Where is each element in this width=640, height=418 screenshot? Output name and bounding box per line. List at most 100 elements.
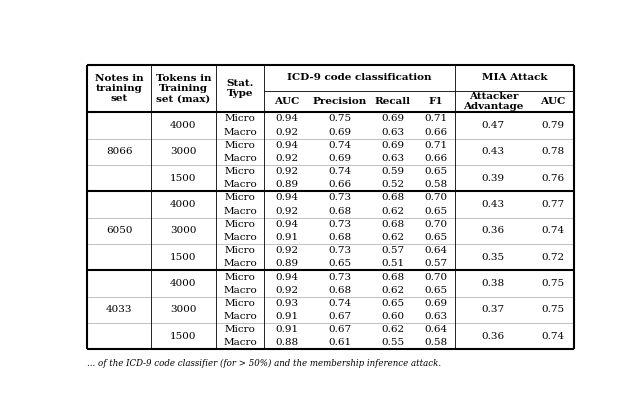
Text: Micro: Micro <box>225 299 255 308</box>
Text: 0.79: 0.79 <box>541 121 564 130</box>
Text: 0.69: 0.69 <box>328 127 351 137</box>
Text: 0.71: 0.71 <box>424 141 447 150</box>
Text: 0.51: 0.51 <box>381 259 404 268</box>
Text: 0.60: 0.60 <box>381 312 404 321</box>
Text: 0.65: 0.65 <box>424 206 447 216</box>
Text: 0.91: 0.91 <box>275 312 298 321</box>
Text: 0.74: 0.74 <box>328 141 351 150</box>
Text: 0.65: 0.65 <box>328 259 351 268</box>
Text: 0.55: 0.55 <box>381 339 404 347</box>
Text: 0.74: 0.74 <box>541 227 564 235</box>
Text: Micro: Micro <box>225 141 255 150</box>
Text: 0.52: 0.52 <box>381 180 404 189</box>
Text: 0.70: 0.70 <box>424 273 447 281</box>
Text: 0.75: 0.75 <box>541 306 564 314</box>
Text: 0.62: 0.62 <box>381 233 404 242</box>
Text: Tokens in
Training
set (max): Tokens in Training set (max) <box>156 74 211 103</box>
Text: Macro: Macro <box>223 285 257 295</box>
Text: 0.65: 0.65 <box>381 299 404 308</box>
Text: 0.62: 0.62 <box>381 325 404 334</box>
Text: 0.78: 0.78 <box>541 147 564 156</box>
Text: 0.65: 0.65 <box>424 285 447 295</box>
Text: 0.67: 0.67 <box>328 325 351 334</box>
Text: 0.92: 0.92 <box>275 285 298 295</box>
Text: 0.57: 0.57 <box>381 246 404 255</box>
Text: 0.62: 0.62 <box>381 285 404 295</box>
Text: ... of the ICD-9 code classifier (for > 50%) and the membership inference attack: ... of the ICD-9 code classifier (for > … <box>88 359 442 368</box>
Text: 0.74: 0.74 <box>541 332 564 341</box>
Text: Micro: Micro <box>225 246 255 255</box>
Text: 0.73: 0.73 <box>328 220 351 229</box>
Text: Recall: Recall <box>375 97 411 106</box>
Text: Macro: Macro <box>223 312 257 321</box>
Text: 0.73: 0.73 <box>328 273 351 281</box>
Text: 0.74: 0.74 <box>328 299 351 308</box>
Text: 0.68: 0.68 <box>381 194 404 202</box>
Text: 0.94: 0.94 <box>275 220 298 229</box>
Text: 0.65: 0.65 <box>424 167 447 176</box>
Text: 4000: 4000 <box>170 279 196 288</box>
Text: 0.73: 0.73 <box>328 194 351 202</box>
Text: 0.69: 0.69 <box>381 141 404 150</box>
Text: 0.68: 0.68 <box>328 233 351 242</box>
Text: 0.94: 0.94 <box>275 115 298 123</box>
Text: 0.63: 0.63 <box>424 312 447 321</box>
Text: 6050: 6050 <box>106 227 132 235</box>
Text: Attacker
Advantage: Attacker Advantage <box>463 92 524 112</box>
Text: 0.64: 0.64 <box>424 246 447 255</box>
Text: Stat.
Type: Stat. Type <box>227 79 254 98</box>
Text: 0.66: 0.66 <box>328 180 351 189</box>
Text: 0.74: 0.74 <box>328 167 351 176</box>
Text: 0.69: 0.69 <box>381 115 404 123</box>
Text: Macro: Macro <box>223 206 257 216</box>
Text: 0.68: 0.68 <box>381 220 404 229</box>
Text: 0.38: 0.38 <box>482 279 505 288</box>
Text: 0.94: 0.94 <box>275 141 298 150</box>
Text: 0.94: 0.94 <box>275 273 298 281</box>
Text: 0.69: 0.69 <box>424 299 447 308</box>
Text: MIA Attack: MIA Attack <box>482 74 547 82</box>
Text: 0.92: 0.92 <box>275 154 298 163</box>
Text: 0.37: 0.37 <box>482 306 505 314</box>
Text: 0.92: 0.92 <box>275 167 298 176</box>
Text: 0.63: 0.63 <box>381 154 404 163</box>
Text: 0.43: 0.43 <box>482 200 505 209</box>
Text: 4000: 4000 <box>170 121 196 130</box>
Text: 3000: 3000 <box>170 306 196 314</box>
Text: 0.76: 0.76 <box>541 173 564 183</box>
Text: Macro: Macro <box>223 233 257 242</box>
Text: AUC: AUC <box>540 97 565 106</box>
Text: 0.36: 0.36 <box>482 332 505 341</box>
Text: 0.57: 0.57 <box>424 259 447 268</box>
Text: 0.69: 0.69 <box>328 154 351 163</box>
Text: 0.94: 0.94 <box>275 194 298 202</box>
Text: 0.77: 0.77 <box>541 200 564 209</box>
Text: 0.72: 0.72 <box>541 253 564 262</box>
Text: 0.91: 0.91 <box>275 325 298 334</box>
Text: 0.59: 0.59 <box>381 167 404 176</box>
Text: 0.64: 0.64 <box>424 325 447 334</box>
Text: 1500: 1500 <box>170 173 196 183</box>
Text: 0.68: 0.68 <box>328 206 351 216</box>
Text: Notes in
training
set: Notes in training set <box>95 74 143 103</box>
Text: 0.89: 0.89 <box>275 180 298 189</box>
Text: 0.58: 0.58 <box>424 339 447 347</box>
Text: 8066: 8066 <box>106 147 132 156</box>
Text: Macro: Macro <box>223 127 257 137</box>
Text: Precision: Precision <box>313 97 367 106</box>
Text: 0.93: 0.93 <box>275 299 298 308</box>
Text: Micro: Micro <box>225 167 255 176</box>
Text: 0.63: 0.63 <box>381 127 404 137</box>
Text: 1500: 1500 <box>170 253 196 262</box>
Text: 0.68: 0.68 <box>381 273 404 281</box>
Text: Micro: Micro <box>225 115 255 123</box>
Text: 0.75: 0.75 <box>541 279 564 288</box>
Text: Macro: Macro <box>223 339 257 347</box>
Text: 3000: 3000 <box>170 227 196 235</box>
Text: 0.88: 0.88 <box>275 339 298 347</box>
Text: 0.68: 0.68 <box>328 285 351 295</box>
Text: 0.70: 0.70 <box>424 220 447 229</box>
Text: 0.61: 0.61 <box>328 339 351 347</box>
Text: 0.92: 0.92 <box>275 206 298 216</box>
Text: Macro: Macro <box>223 180 257 189</box>
